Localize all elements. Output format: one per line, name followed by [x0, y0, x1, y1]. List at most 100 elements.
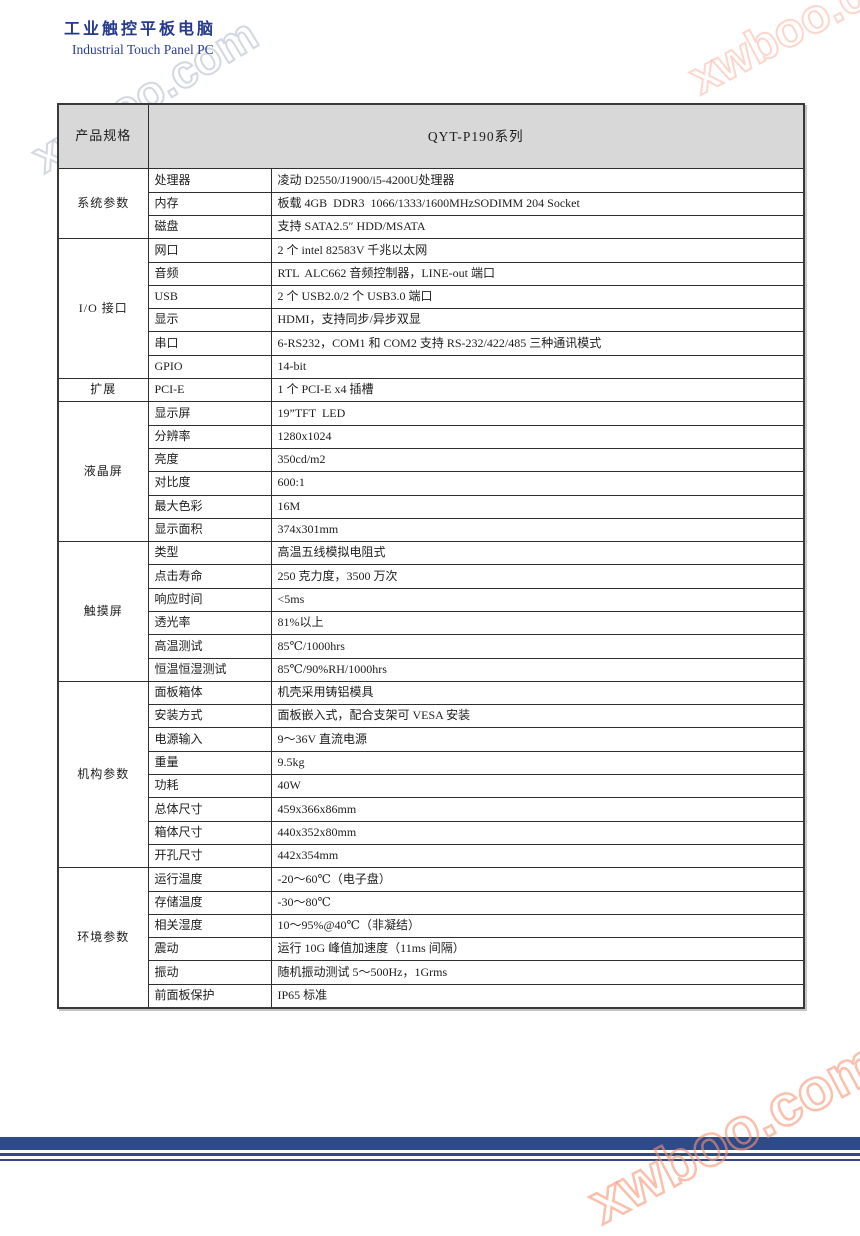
group-label-1: I/O 接口	[57, 238, 149, 380]
spec-row: 触摸屏 类型 高温五线模拟电阻式	[57, 541, 805, 682]
spec-item-value: 600:1	[270, 471, 805, 496]
spec-item-value: 19”TFT LED	[270, 401, 805, 426]
spec-item-label: GPIO	[147, 354, 272, 380]
spec-table-wrapper: 产品规格 QYT-P190系列 系统参数 处理器 凌动 D2550/J1900/i5…	[57, 103, 806, 1009]
spec-row: 电源输入 9～36V 直流电源	[58, 727, 805, 752]
spec-item-label: 磁盘	[147, 214, 272, 240]
spec-item-value: 机壳采用铸铝模具	[270, 680, 805, 706]
spec-item-label: USB	[147, 284, 272, 310]
spec-row: 重量 9.5kg	[58, 750, 805, 776]
spec-row: 液晶屏 显示屏 19”TFT LED	[57, 401, 805, 543]
spec-item-label: 震动	[147, 937, 272, 962]
spec-item-label: PCI-E	[147, 378, 272, 403]
spec-item-label: 响应时间	[147, 587, 272, 613]
spec-item-value: 运行 10G 峰值加速度（11ms 间隔）	[270, 937, 805, 962]
spec-row: 环境参数 运行温度 -20～60℃（电子盘）	[57, 867, 805, 1009]
spec-item-label: 开孔尺寸	[147, 843, 272, 869]
spec-header-col2: QYT-P190系列	[147, 103, 805, 170]
spec-row: 透光率 81%以上	[58, 610, 805, 636]
spec-item-label: 亮度	[147, 447, 272, 473]
spec-item-value: RTL ALC662 音频控制器，LINE-out 端口	[270, 261, 805, 286]
watermark-top-right: xwboo.com	[680, 0, 860, 106]
spec-row: GPIO 14-bit	[58, 354, 805, 380]
spec-item-label: 总体尺寸	[147, 797, 272, 822]
spec-row: 安装方式 面板嵌入式，配合支架可 VESA 安装	[58, 704, 805, 729]
spec-header-row: 产品规格 QYT-P190系列	[57, 103, 805, 170]
spec-item-value: 350cd/m2	[270, 447, 805, 473]
spec-item-value: 1280x1024	[270, 424, 805, 449]
spec-row: 系统参数 处理器 凌动 D2550/J1900/i5-4200U处理器	[57, 168, 805, 240]
logo-subtitle: Industrial Touch Panel PC	[72, 42, 214, 57]
group-label-3: 液晶屏	[57, 401, 149, 543]
footer-rule-thick	[0, 1137, 860, 1150]
group-label-0: 系统参数	[57, 168, 149, 240]
spec-row: 串口 6-RS232，COM1 和 COM2 支持 RS-232/422/485 …	[58, 331, 805, 356]
spec-item-label: 高温测试	[147, 634, 272, 659]
spec-item-label: 恒温恒湿测试	[147, 657, 272, 682]
watermark-bottom-right: xwboo.com	[577, 1028, 860, 1236]
spec-item-label: 内存	[147, 191, 272, 216]
spec-item-value: 6-RS232，COM1 和 COM2 支持 RS-232/422/485 三种…	[270, 331, 805, 356]
footer-rule-medium	[0, 1153, 860, 1156]
spec-item-label: 重量	[147, 750, 272, 776]
spec-item-value: <5ms	[270, 587, 805, 613]
spec-row: 相关湿度 10～95%@40℃（非凝结）	[58, 913, 805, 939]
footer-rule-thin	[0, 1159, 860, 1161]
spec-item-value: IP65 标准	[270, 983, 805, 1009]
spec-item-value: 14-bit	[270, 354, 805, 380]
spec-table: 产品规格 QYT-P190系列 系统参数 处理器 凌动 D2550/J1900/i5…	[57, 103, 806, 1009]
group-label-6: 环境参数	[57, 867, 149, 1009]
spec-item-label: 处理器	[147, 168, 272, 193]
spec-item-value: 250 克力度，3500 万次	[270, 564, 805, 589]
spec-row: 功耗 40W	[58, 774, 805, 799]
spec-item-label: 运行温度	[147, 867, 272, 892]
spec-item-label: 串口	[147, 331, 272, 356]
group-label-2: 扩展	[57, 378, 149, 403]
spec-row: 亮度 350cd/m2	[58, 447, 805, 473]
spec-row: 显示 HDMI，支持同步/异步双显	[58, 308, 805, 333]
spec-item-label: 功耗	[147, 774, 272, 799]
spec-header-col1: 产品规格	[57, 103, 149, 170]
spec-item-label: 箱体尺寸	[147, 820, 272, 845]
group-label-4: 触摸屏	[57, 541, 149, 682]
spec-item-label: 对比度	[147, 471, 272, 496]
spec-item-value: 81%以上	[270, 610, 805, 636]
spec-row: 点击寿命 250 克力度，3500 万次	[58, 564, 805, 589]
spec-item-label: 音频	[147, 261, 272, 286]
spec-row: 机构参数 面板箱体 机壳采用铸铝模具	[57, 680, 805, 869]
spec-item-value: 40W	[270, 774, 805, 799]
spec-item-value: -20～60℃（电子盘）	[270, 867, 805, 892]
spec-row: 磁盘 支持 SATA2.5″ HDD/MSATA	[58, 214, 805, 240]
spec-item-value: 16M	[270, 494, 805, 519]
spec-item-value: 随机振动测试 5～500Hz，1Grms	[270, 960, 805, 985]
spec-item-value: 高温五线模拟电阻式	[270, 541, 805, 566]
spec-row: 最大色彩 16M	[58, 494, 805, 519]
spec-row: 分辨率 1280x1024	[58, 424, 805, 449]
spec-item-label: 透光率	[147, 610, 272, 636]
spec-row: 震动 运行 10G 峰值加速度（11ms 间隔）	[58, 937, 805, 962]
spec-item-value: 凌动 D2550/J1900/i5-4200U处理器	[270, 168, 805, 193]
spec-row: 对比度 600:1	[58, 471, 805, 496]
spec-item-value: 支持 SATA2.5″ HDD/MSATA	[270, 214, 805, 240]
spec-row: 显示面积 374x301mm	[58, 517, 805, 543]
spec-item-value: 板载 4GB DDR3 1066/1333/1600MHzSODIMM 204 …	[270, 191, 805, 216]
spec-item-label: 存储温度	[147, 890, 272, 915]
spec-item-label: 电源输入	[147, 727, 272, 752]
spec-item-label: 显示	[147, 308, 272, 333]
spec-item-value: 9～36V 直流电源	[270, 727, 805, 752]
spec-item-label: 点击寿命	[147, 564, 272, 589]
spec-item-value: 2 个 USB2.0/2 个 USB3.0 端口	[270, 284, 805, 310]
spec-row: 高温测试 85℃/1000hrs	[58, 634, 805, 659]
spec-item-label: 网口	[147, 238, 272, 263]
spec-item-value: 374x301mm	[270, 517, 805, 543]
spec-item-label: 安装方式	[147, 704, 272, 729]
spec-row: 内存 板载 4GB DDR3 1066/1333/1600MHzSODIMM 20…	[58, 191, 805, 216]
spec-item-label: 前面板保护	[147, 983, 272, 1009]
spec-item-label: 最大色彩	[147, 494, 272, 519]
spec-item-label: 相关湿度	[147, 913, 272, 939]
spec-item-value: 面板嵌入式，配合支架可 VESA 安装	[270, 704, 805, 729]
spec-item-value: 1 个 PCI-E x4 插槽	[270, 378, 805, 403]
spec-row: USB 2 个 USB2.0/2 个 USB3.0 端口	[58, 284, 805, 310]
spec-row: 音频 RTL ALC662 音频控制器，LINE-out 端口	[58, 261, 805, 286]
